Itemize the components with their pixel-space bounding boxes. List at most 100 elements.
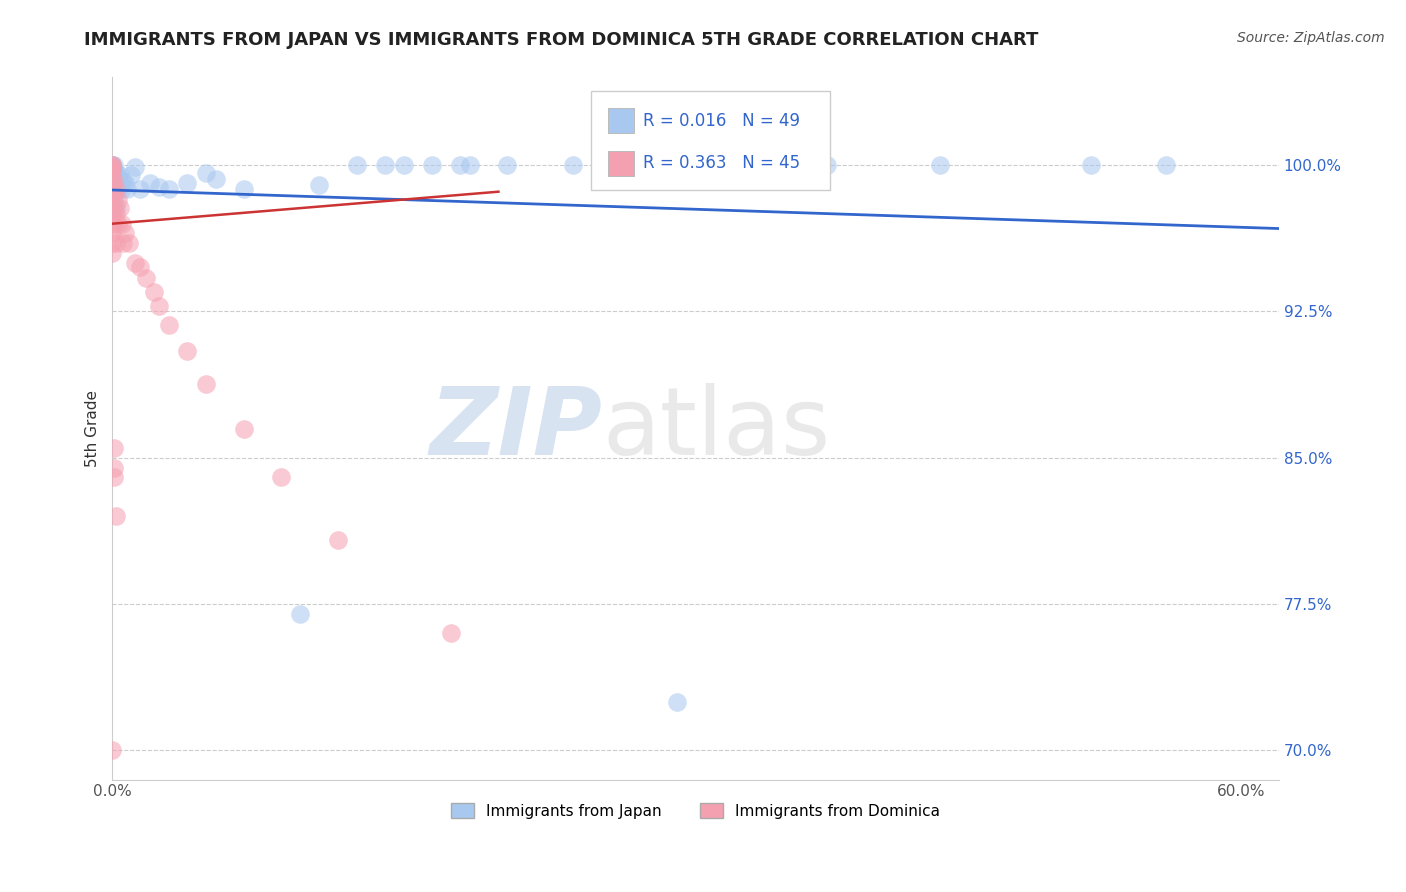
Point [114, 176, 136, 190]
FancyBboxPatch shape [607, 151, 634, 176]
Point [176, 343, 198, 358]
Point [101, 236, 124, 251]
Point [103, 164, 125, 178]
Point [232, 421, 254, 435]
Text: IMMIGRANTS FROM JAPAN VS IMMIGRANTS FROM DOMINICA 5TH GRADE CORRELATION CHART: IMMIGRANTS FROM JAPAN VS IMMIGRANTS FROM… [84, 31, 1039, 49]
Point [392, 158, 415, 172]
Point [101, 158, 124, 172]
Point [104, 509, 127, 524]
Point [326, 533, 349, 547]
Point [101, 217, 124, 231]
Point [496, 158, 519, 172]
Legend: Immigrants from Japan, Immigrants from Dominica: Immigrants from Japan, Immigrants from D… [444, 797, 946, 824]
Point [101, 178, 124, 192]
Point [103, 470, 125, 484]
Point [103, 158, 125, 172]
Point [103, 172, 125, 186]
Point [101, 166, 124, 180]
Point [103, 441, 125, 455]
Point [101, 246, 124, 260]
Point [157, 181, 180, 195]
Point [1080, 158, 1102, 172]
Point [1154, 158, 1177, 172]
Point [129, 181, 152, 195]
Point [449, 158, 471, 172]
Point [139, 176, 162, 190]
Point [609, 158, 631, 172]
Point [103, 201, 125, 215]
Point [108, 201, 131, 215]
Point [142, 285, 165, 299]
Point [562, 158, 585, 172]
Point [103, 174, 125, 188]
Point [148, 179, 170, 194]
Point [157, 318, 180, 333]
Y-axis label: 5th Grade: 5th Grade [86, 390, 100, 467]
Point [120, 168, 142, 182]
Point [195, 376, 218, 391]
Point [101, 174, 124, 188]
Point [101, 162, 124, 177]
Point [103, 187, 125, 202]
Text: R = 0.016   N = 49: R = 0.016 N = 49 [643, 112, 800, 129]
Point [103, 181, 125, 195]
Point [420, 158, 443, 172]
Point [176, 176, 198, 190]
Point [103, 194, 125, 208]
Point [112, 236, 135, 251]
Point [107, 169, 129, 184]
Point [458, 158, 481, 172]
Point [110, 181, 132, 195]
Point [103, 217, 125, 231]
Point [104, 201, 127, 215]
Point [107, 217, 129, 231]
Text: atlas: atlas [602, 383, 831, 475]
FancyBboxPatch shape [591, 92, 830, 190]
Point [148, 299, 170, 313]
Point [374, 158, 396, 172]
Point [107, 194, 129, 208]
Point [101, 187, 124, 202]
Point [270, 470, 292, 484]
Point [815, 158, 838, 172]
Point [129, 260, 152, 274]
Point [440, 626, 463, 640]
Text: Source: ZipAtlas.com: Source: ZipAtlas.com [1237, 31, 1385, 45]
Point [112, 174, 135, 188]
Point [101, 158, 124, 172]
Point [108, 168, 131, 182]
Point [107, 181, 129, 195]
Point [101, 160, 124, 174]
Point [114, 227, 136, 241]
Point [779, 158, 801, 172]
Point [101, 187, 124, 202]
Point [101, 158, 124, 172]
Point [103, 460, 125, 475]
Point [124, 160, 146, 174]
Point [110, 217, 132, 231]
Point [104, 207, 127, 221]
Point [195, 166, 218, 180]
Point [101, 158, 124, 172]
Point [104, 166, 127, 180]
Point [115, 181, 138, 195]
Point [101, 160, 124, 174]
Point [232, 181, 254, 195]
Point [124, 256, 146, 270]
Point [346, 158, 368, 172]
Point [104, 236, 127, 251]
Point [929, 158, 952, 172]
Text: R = 0.363   N = 45: R = 0.363 N = 45 [643, 154, 800, 172]
Point [308, 178, 330, 192]
Point [104, 181, 127, 195]
FancyBboxPatch shape [607, 108, 634, 133]
Point [101, 166, 124, 180]
Point [665, 695, 688, 709]
Text: ZIP: ZIP [429, 383, 602, 475]
Point [101, 743, 124, 757]
Point [101, 227, 124, 241]
Point [104, 181, 127, 195]
Point [135, 271, 157, 285]
Point [108, 178, 131, 192]
Point [101, 197, 124, 211]
